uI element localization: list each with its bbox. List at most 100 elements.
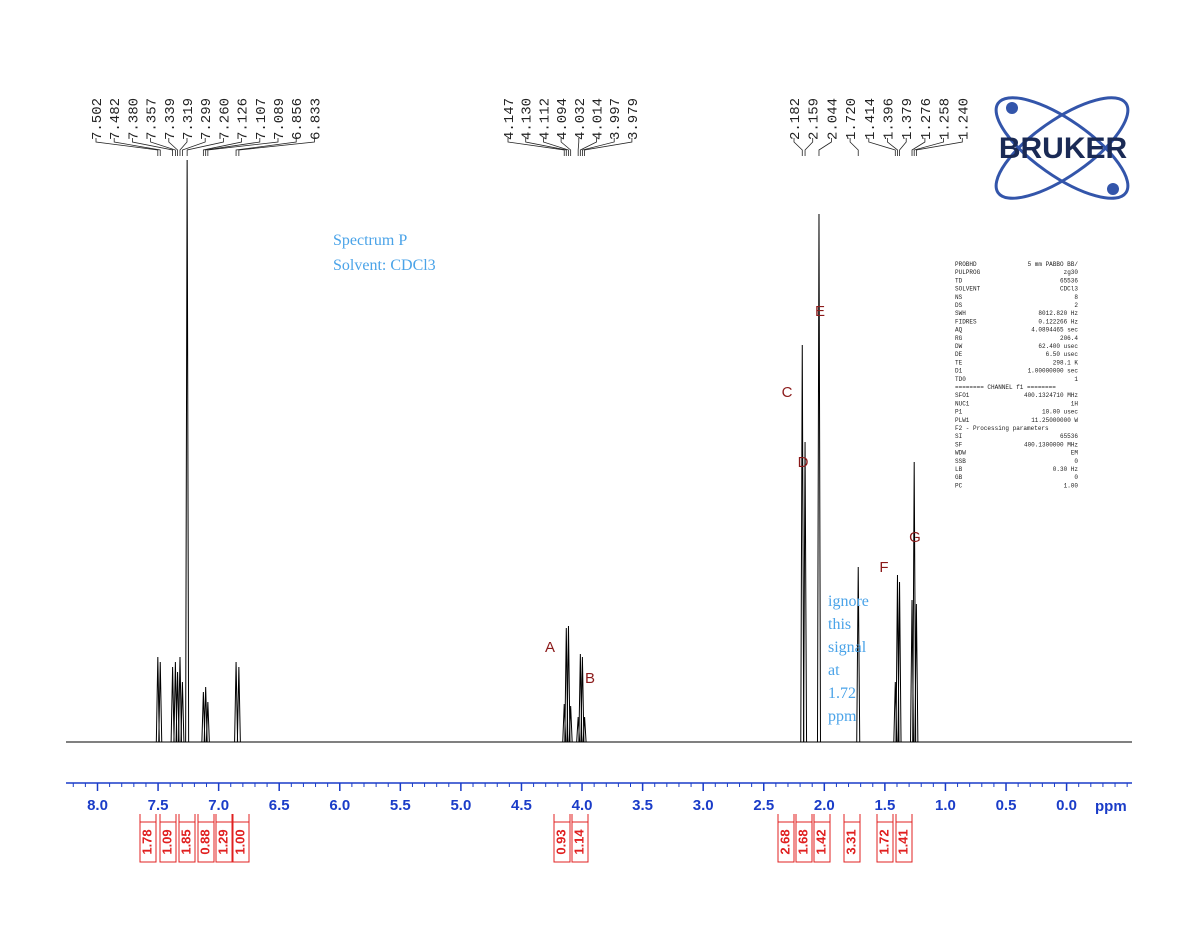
peak-annotation: C <box>782 384 793 401</box>
param-value: 1.00 <box>1064 482 1079 489</box>
param-value: zg30 <box>1064 269 1079 276</box>
integral-box <box>571 821 589 863</box>
peak-label-leader <box>238 138 315 156</box>
param-value: 0 <box>1074 458 1078 465</box>
peak-label: 4.112 <box>537 98 553 140</box>
integral-bracket <box>215 814 233 822</box>
peak <box>236 666 241 743</box>
peak <box>177 656 182 743</box>
peak-label: 4.130 <box>520 98 536 140</box>
peak-label-leader <box>235 138 297 156</box>
param-name: TD0 <box>955 376 966 383</box>
peak <box>856 566 861 743</box>
param-value: 8012.820 Hz <box>1038 310 1078 317</box>
logo-orbit <box>994 96 1130 200</box>
integral-box <box>232 821 250 863</box>
peak <box>897 581 902 743</box>
integral-bracket <box>571 814 589 822</box>
peak-label-leader <box>887 138 898 156</box>
peak-label: 2.159 <box>807 98 823 140</box>
peak-annotation: G <box>909 529 921 546</box>
param-value: 0.122266 Hz <box>1038 318 1078 325</box>
param-name: NUC1 <box>955 400 970 407</box>
x-tick-label: 7.0 <box>208 797 229 814</box>
peak <box>912 461 917 743</box>
integral-label: 1.42 <box>813 829 828 854</box>
peak-label: 3.997 <box>608 98 624 140</box>
integral-box <box>795 821 813 863</box>
integral-label: 3.31 <box>843 829 858 854</box>
x-tick-label: 0.5 <box>996 797 1017 814</box>
peak-label: 6.856 <box>290 98 306 140</box>
integral-label: 1.41 <box>895 829 910 854</box>
integral-bracket <box>232 814 250 822</box>
param-name: GB <box>955 474 963 481</box>
x-tick-label: 1.0 <box>935 797 956 814</box>
peak-label: 7.260 <box>217 98 233 140</box>
peak-label: 7.319 <box>181 98 197 140</box>
peak-label: 7.380 <box>126 98 142 140</box>
integral-label: 1.00 <box>232 829 247 854</box>
integral-label: 1.09 <box>159 829 174 854</box>
param-value: 1 <box>1074 376 1078 383</box>
param-name: SWH <box>955 310 966 317</box>
param-name: SFO1 <box>955 392 970 399</box>
x-tick-label: 1.5 <box>874 797 895 814</box>
peak <box>180 681 185 743</box>
integral-bracket <box>553 814 571 822</box>
param-name: LB <box>955 466 963 473</box>
param-value: 400.1300000 MHz <box>1024 441 1078 448</box>
peak-annotation: A <box>545 639 555 656</box>
bruker-logo: BRUKER <box>994 96 1130 200</box>
integral-bracket <box>197 814 215 822</box>
integral-bracket <box>813 814 831 822</box>
peak-label: 1.379 <box>900 98 916 140</box>
param-value: 0.30 Hz <box>1053 466 1079 473</box>
peak-label-leader <box>915 138 963 156</box>
peak-label: 2.044 <box>825 98 841 140</box>
solvent-note: Solvent: CDCl3 <box>333 257 436 274</box>
peak-label-leader <box>868 138 896 156</box>
peak-label-leader <box>849 138 859 156</box>
param-value: CDCl3 <box>1060 286 1078 293</box>
peak-annotation: E <box>815 303 825 320</box>
peak <box>170 666 175 743</box>
param-name: DE <box>955 351 963 358</box>
param-name: PC <box>955 482 963 489</box>
param-value: 1H <box>1071 400 1079 407</box>
peak <box>158 661 163 743</box>
peak-label-leader <box>132 138 173 156</box>
peak-label-leader <box>507 138 565 156</box>
logo-dot <box>1107 183 1119 195</box>
peak-label: 3.979 <box>626 98 642 140</box>
param-name: DS <box>955 302 963 309</box>
integral-box <box>159 821 177 863</box>
integral-label: 0.88 <box>197 829 212 854</box>
param-value: 65536 <box>1060 277 1078 284</box>
peak-label: 1.258 <box>938 98 954 140</box>
integral-bracket <box>178 814 196 822</box>
peak-label-leader <box>113 138 161 156</box>
param-value: EM <box>1071 450 1079 457</box>
peak-label-leader <box>168 138 178 156</box>
param-value: 206.4 <box>1060 335 1078 342</box>
x-tick-label: 8.0 <box>87 797 108 814</box>
peak-label-leader <box>205 138 261 156</box>
param-name: TE <box>955 359 963 366</box>
param-name: DW <box>955 343 963 350</box>
peak-label: 4.014 <box>591 98 607 140</box>
peak <box>234 661 239 743</box>
peak-annotation: B <box>585 670 595 687</box>
logo-orbit <box>994 96 1130 200</box>
integral-box <box>178 821 196 863</box>
ignore-note: this <box>828 616 851 633</box>
integral-box <box>553 821 571 863</box>
peak-label-leader <box>793 138 803 156</box>
peak <box>205 701 210 743</box>
param-name: F2 - Processing parameters <box>955 425 1049 432</box>
param-name: PROBHD <box>955 261 977 268</box>
x-axis-label: ppm <box>1095 798 1127 815</box>
peak-label-leader <box>579 138 597 156</box>
x-tick-label: 0.0 <box>1056 797 1077 814</box>
x-tick-label: 2.0 <box>814 797 835 814</box>
